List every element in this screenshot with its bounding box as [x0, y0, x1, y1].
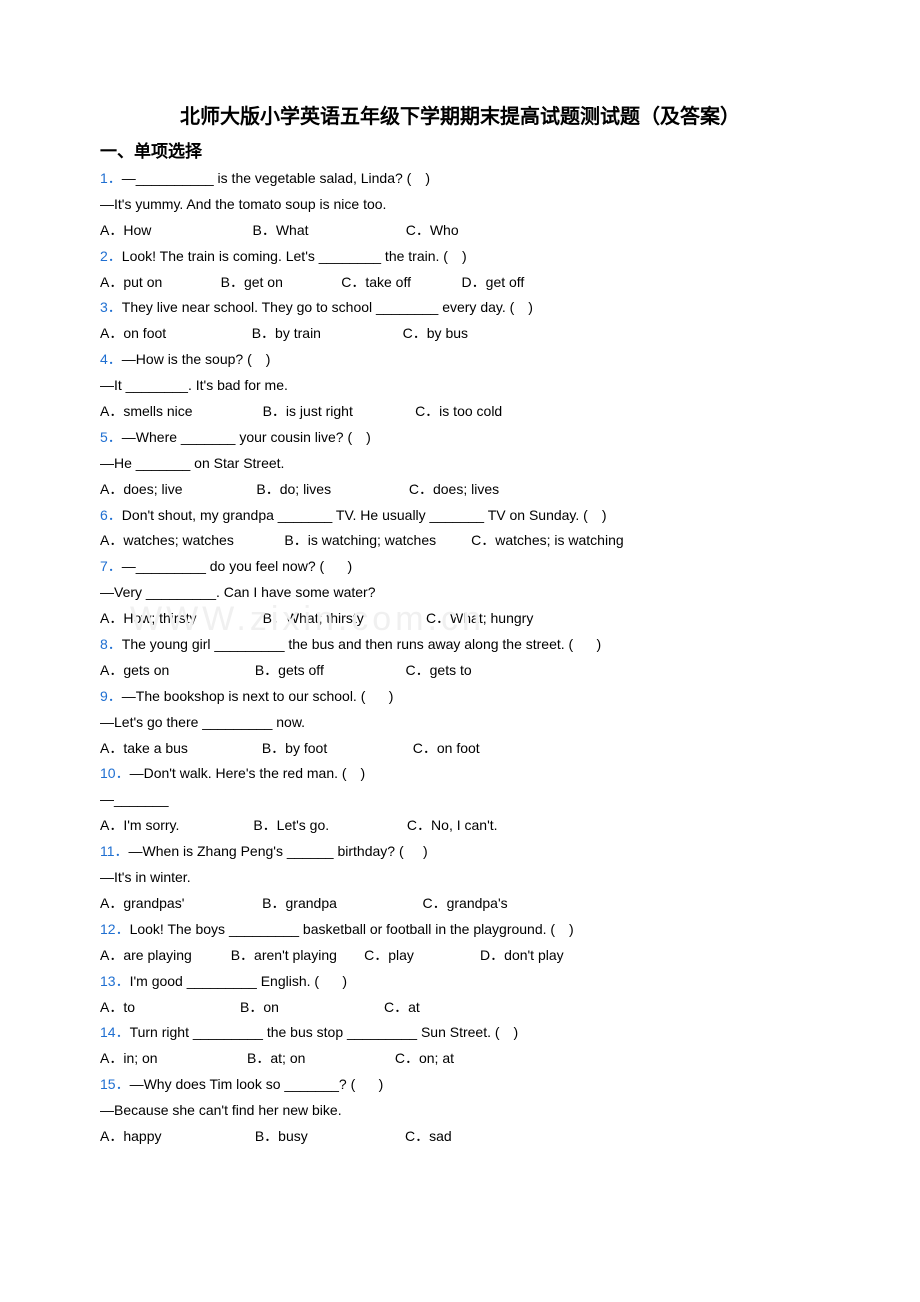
question-options: A．in; on B．at; on C．on; at — [100, 1046, 820, 1072]
question-options: A．put on B．get on C．take off D．get off — [100, 270, 820, 296]
question-options: A．happy B．busy C．sad — [100, 1124, 820, 1150]
question-number: 1． — [100, 170, 122, 186]
question-stem-line: 12．Look! The boys _________ basketball o… — [100, 917, 820, 943]
question-stem-line: 2．Look! The train is coming. Let's _____… — [100, 244, 820, 270]
question-stem-line: —It ________. It's bad for me. — [100, 373, 820, 399]
question-stem-line: —Because she can't find her new bike. — [100, 1098, 820, 1124]
question-stem-line: —Let's go there _________ now. — [100, 710, 820, 736]
question-number: 6． — [100, 507, 122, 523]
page-title: 北师大版小学英语五年级下学期期末提高试题测试题（及答案） — [100, 100, 820, 129]
question-number: 11． — [100, 843, 129, 859]
question-stem-line: 11．—When is Zhang Peng's ______ birthday… — [100, 839, 820, 865]
question-options: A．I'm sorry. B．Let's go. C．No, I can't. — [100, 813, 820, 839]
question-number: 7． — [100, 558, 122, 574]
question-options: A．watches; watches B．is watching; watche… — [100, 528, 820, 554]
question-stem-line: 10．—Don't walk. Here's the red man. ( ) — [100, 761, 820, 787]
question-stem-line: —_______ — [100, 787, 820, 813]
question-number: 15． — [100, 1076, 130, 1092]
question-number: 9． — [100, 688, 122, 704]
question-options: A．to B．on C．at — [100, 995, 820, 1021]
question-number: 13． — [100, 973, 130, 989]
question-options: A．smells nice B．is just right C．is too c… — [100, 399, 820, 425]
question-number: 8． — [100, 636, 122, 652]
question-options: A．How; thirsty B．What; thirsty C．What; h… — [100, 606, 820, 632]
question-stem-line: 6．Don't shout, my grandpa _______ TV. He… — [100, 503, 820, 529]
question-stem-line: 9．—The bookshop is next to our school. (… — [100, 684, 820, 710]
question-stem-line: 3．They live near school. They go to scho… — [100, 295, 820, 321]
question-stem-line: —It's in winter. — [100, 865, 820, 891]
question-options: A．on foot B．by train C．by bus — [100, 321, 820, 347]
question-stem-line: 4．—How is the soup? ( ) — [100, 347, 820, 373]
question-stem-line: 8．The young girl _________ the bus and t… — [100, 632, 820, 658]
question-options: A．are playing B．aren't playing C．play D．… — [100, 943, 820, 969]
question-stem-line: —Very _________. Can I have some water? — [100, 580, 820, 606]
question-stem-line: 5．—Where _______ your cousin live? ( ) — [100, 425, 820, 451]
questions-container: 1．—__________ is the vegetable salad, Li… — [100, 166, 820, 1150]
question-number: 3． — [100, 299, 122, 315]
question-number: 14． — [100, 1024, 130, 1040]
question-stem-line: 1．—__________ is the vegetable salad, Li… — [100, 166, 820, 192]
question-number: 10． — [100, 765, 130, 781]
question-options: A．take a bus B．by foot C．on foot — [100, 736, 820, 762]
section-header: 一、单项选择 — [100, 137, 820, 162]
question-number: 12． — [100, 921, 130, 937]
question-number: 2． — [100, 248, 122, 264]
question-stem-line: 14．Turn right _________ the bus stop ___… — [100, 1020, 820, 1046]
question-stem-line: 15．—Why does Tim look so _______? ( ) — [100, 1072, 820, 1098]
question-number: 4． — [100, 351, 122, 367]
question-options: A．does; live B．do; lives C．does; lives — [100, 477, 820, 503]
question-stem-line: 7．—_________ do you feel now? ( ) — [100, 554, 820, 580]
question-stem-line: —He _______ on Star Street. — [100, 451, 820, 477]
question-stem-line: 13．I'm good _________ English. ( ) — [100, 969, 820, 995]
question-number: 5． — [100, 429, 122, 445]
question-options: A．grandpas' B．grandpa C．grandpa's — [100, 891, 820, 917]
question-options: A．How B．What C．Who — [100, 218, 820, 244]
question-stem-line: —It's yummy. And the tomato soup is nice… — [100, 192, 820, 218]
question-options: A．gets on B．gets off C．gets to — [100, 658, 820, 684]
